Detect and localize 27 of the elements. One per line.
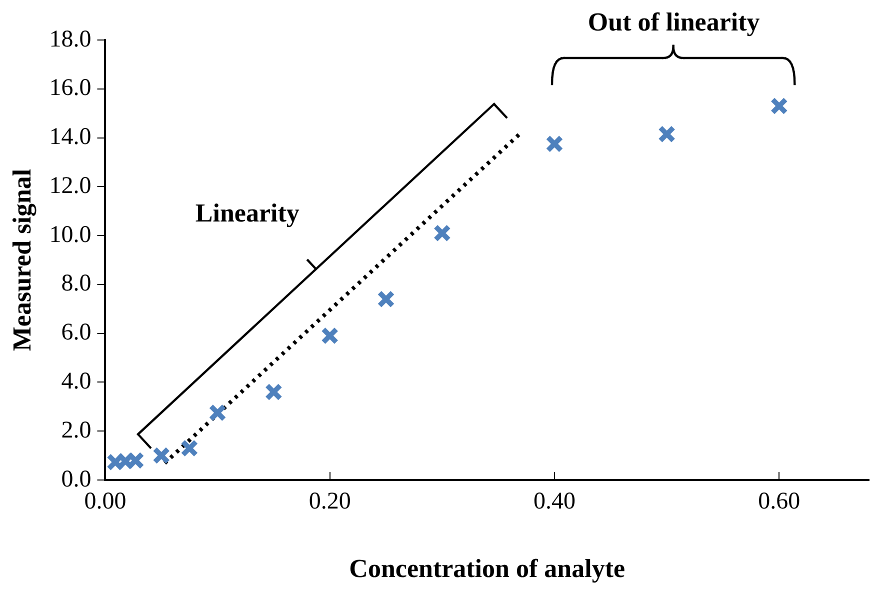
y-tick-label: 2.0 [61,417,92,444]
y-tick-label: 14.0 [49,124,92,150]
point [377,290,395,308]
y-tick-label: 10.0 [49,222,92,248]
y-tick-label: 6.0 [61,320,92,346]
point [264,383,283,401]
point [770,97,788,115]
x-tick-label: 0.20 [308,488,351,515]
y-tick-label: 4.0 [61,368,92,395]
point [180,439,198,458]
point [126,452,144,470]
point [208,404,226,422]
y-tick-label: 18.0 [49,26,92,52]
y-tick-label: 12.0 [49,172,92,199]
y-tick-label: 16.0 [49,75,92,102]
point [433,224,452,242]
x-tick-label: 0.40 [533,488,576,515]
point [546,135,564,153]
x-tick-label: 0.60 [758,488,800,515]
point [152,446,170,464]
annotation: Linearity [195,198,300,228]
y-tick-label: 8.0 [61,270,92,297]
text: Out of linearity [588,8,760,37]
y-axis-title: Measured signal [7,168,36,352]
x-axis-title: Concentration of analyte [349,554,626,584]
point [320,326,339,345]
point [658,125,676,143]
